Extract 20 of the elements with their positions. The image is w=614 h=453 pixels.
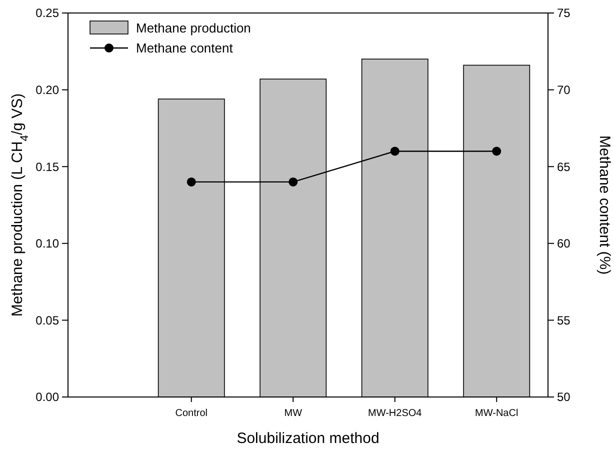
y-tick-label: 0.15 — [36, 160, 60, 174]
x-tick-label: MW — [284, 408, 303, 419]
y2-tick-label: 50 — [557, 390, 571, 404]
y-tick-label: 0.00 — [36, 390, 60, 404]
legend-label: Methane production — [136, 20, 251, 36]
x-axis-title: Solubilization method — [236, 430, 380, 447]
y-tick-label: 0.25 — [36, 6, 60, 20]
y2-tick-label: 75 — [557, 6, 571, 20]
y2-tick-label: 65 — [557, 160, 571, 174]
y-tick-label: 0.05 — [36, 313, 60, 328]
y2-tick-label: 70 — [557, 83, 571, 97]
y-tick-label: 0.20 — [36, 83, 60, 97]
legend-label: Methane content — [136, 40, 234, 56]
y-tick-label: 0.10 — [36, 236, 60, 251]
x-tick-label: Control — [175, 408, 208, 419]
x-tick-label: MW-NaCl — [475, 408, 518, 419]
y2-tick-label: 60 — [557, 236, 571, 251]
y2-axis-title: Methane content (%) — [596, 135, 613, 275]
y2-tick-label: 55 — [557, 313, 571, 328]
x-tick-label: MW-H2SO4 — [368, 408, 422, 419]
